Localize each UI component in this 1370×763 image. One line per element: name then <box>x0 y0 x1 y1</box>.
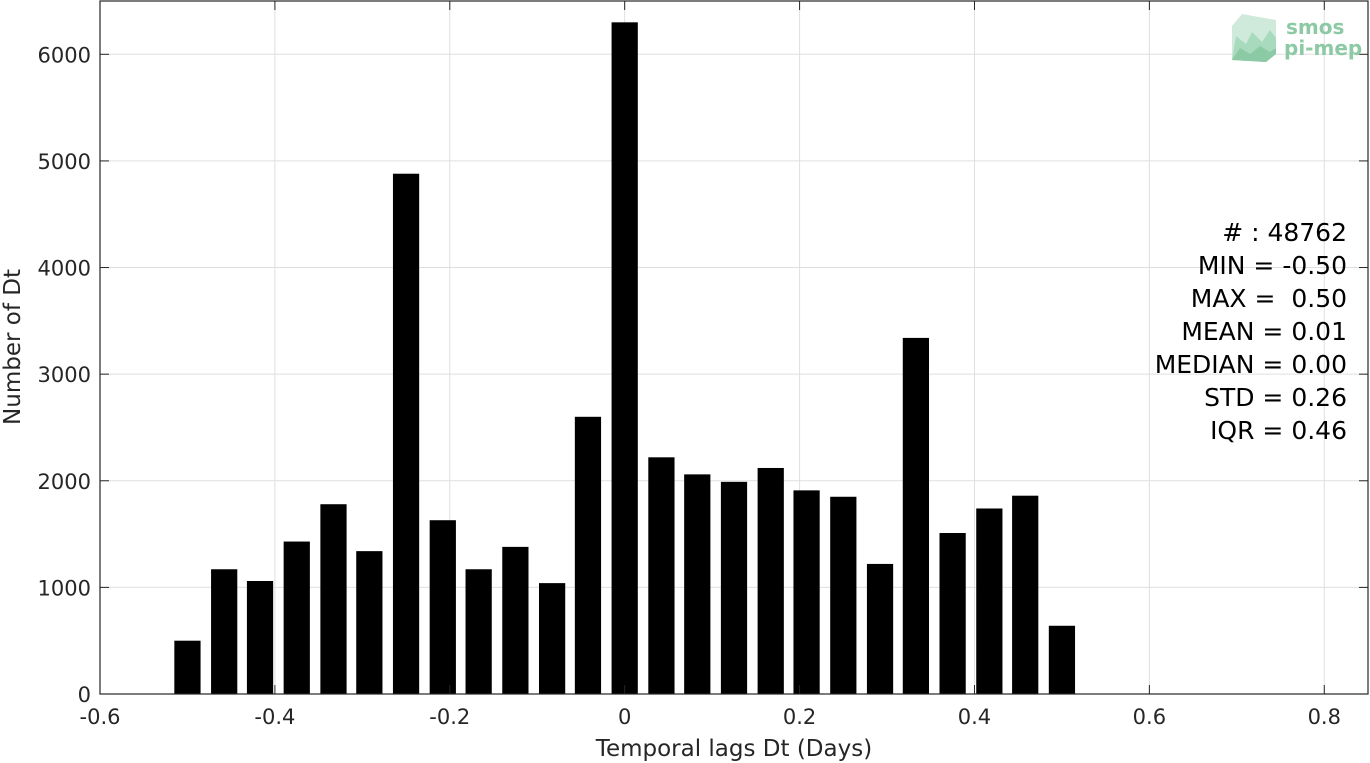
histogram-bar <box>246 580 274 694</box>
ticks: -0.6 -0.4 -0.2 0 0.2 0.4 0.6 0.8 0 1000 2000 3000 40… <box>38 1 1368 729</box>
histogram-bar <box>502 546 529 694</box>
histogram-bar <box>429 520 456 694</box>
y-tick-label: 6000 <box>38 43 91 67</box>
stat-line: IQR = 0.46 <box>1210 416 1347 445</box>
histogram-bar <box>757 467 784 694</box>
logo-text-line1: smos <box>1286 15 1344 39</box>
histogram-bar <box>1048 625 1076 694</box>
y-tick-label: 0 <box>78 683 91 707</box>
stat-line: MAX = 0.50 <box>1191 284 1347 313</box>
x-tick-label: 0.6 <box>1133 705 1166 729</box>
x-tick-label: -0.2 <box>429 705 470 729</box>
y-tick-label: 1000 <box>38 576 91 600</box>
stats-annotation: # : 48762 MIN = -0.50 MAX = 0.50 MEAN = 0.0… <box>1155 218 1347 445</box>
x-tick-label: -0.4 <box>254 705 295 729</box>
logo-mark-icon <box>1232 14 1276 62</box>
y-axis-label: Number of Dt <box>0 269 26 425</box>
histogram-bar <box>392 173 420 694</box>
histogram-bar <box>684 474 711 694</box>
stat-line: STD = 0.26 <box>1204 383 1347 412</box>
histogram-bar <box>939 533 966 694</box>
logo-text-line2: pi-mep <box>1284 36 1362 60</box>
x-axis-label: Temporal lags Dt (Days) <box>595 736 872 762</box>
stat-line: MIN = -0.50 <box>1198 251 1347 280</box>
histogram-bar <box>793 490 820 694</box>
histogram-bar <box>174 640 201 694</box>
bars <box>174 22 1076 695</box>
x-tick-label: 0.4 <box>958 705 991 729</box>
x-tick-label: 0 <box>618 705 631 729</box>
y-tick-label: 3000 <box>38 363 91 387</box>
histogram-bar <box>320 504 347 694</box>
x-tick-label: 0.8 <box>1308 705 1341 729</box>
histogram-bar <box>611 22 638 695</box>
smos-pimep-logo: smos pi-mep <box>1232 14 1362 62</box>
y-tick-label: 4000 <box>38 257 91 281</box>
histogram-bar <box>211 569 238 694</box>
stat-line: MEDIAN = 0.00 <box>1155 350 1347 379</box>
plot-frame <box>99 0 1369 695</box>
stat-line: # : 48762 <box>1222 218 1347 247</box>
histogram-bar <box>830 496 857 694</box>
histogram-bar <box>538 583 566 694</box>
histogram-bar <box>976 508 1003 694</box>
histogram-bar <box>465 569 492 694</box>
y-tick-label: 2000 <box>38 470 91 494</box>
stat-line: MEAN = 0.01 <box>1181 317 1347 346</box>
histogram-bar <box>648 457 675 694</box>
x-tick-label: 0.2 <box>783 705 816 729</box>
histogram-bar <box>720 481 748 694</box>
histogram-bar <box>356 551 383 694</box>
x-tick-label: -0.6 <box>80 705 121 729</box>
histogram-bar <box>1012 495 1039 694</box>
histogram-bar <box>283 541 310 694</box>
histogram-bar <box>866 563 894 694</box>
histogram-bar <box>902 337 930 694</box>
y-tick-label: 5000 <box>38 150 91 174</box>
histogram-bar <box>574 416 602 694</box>
